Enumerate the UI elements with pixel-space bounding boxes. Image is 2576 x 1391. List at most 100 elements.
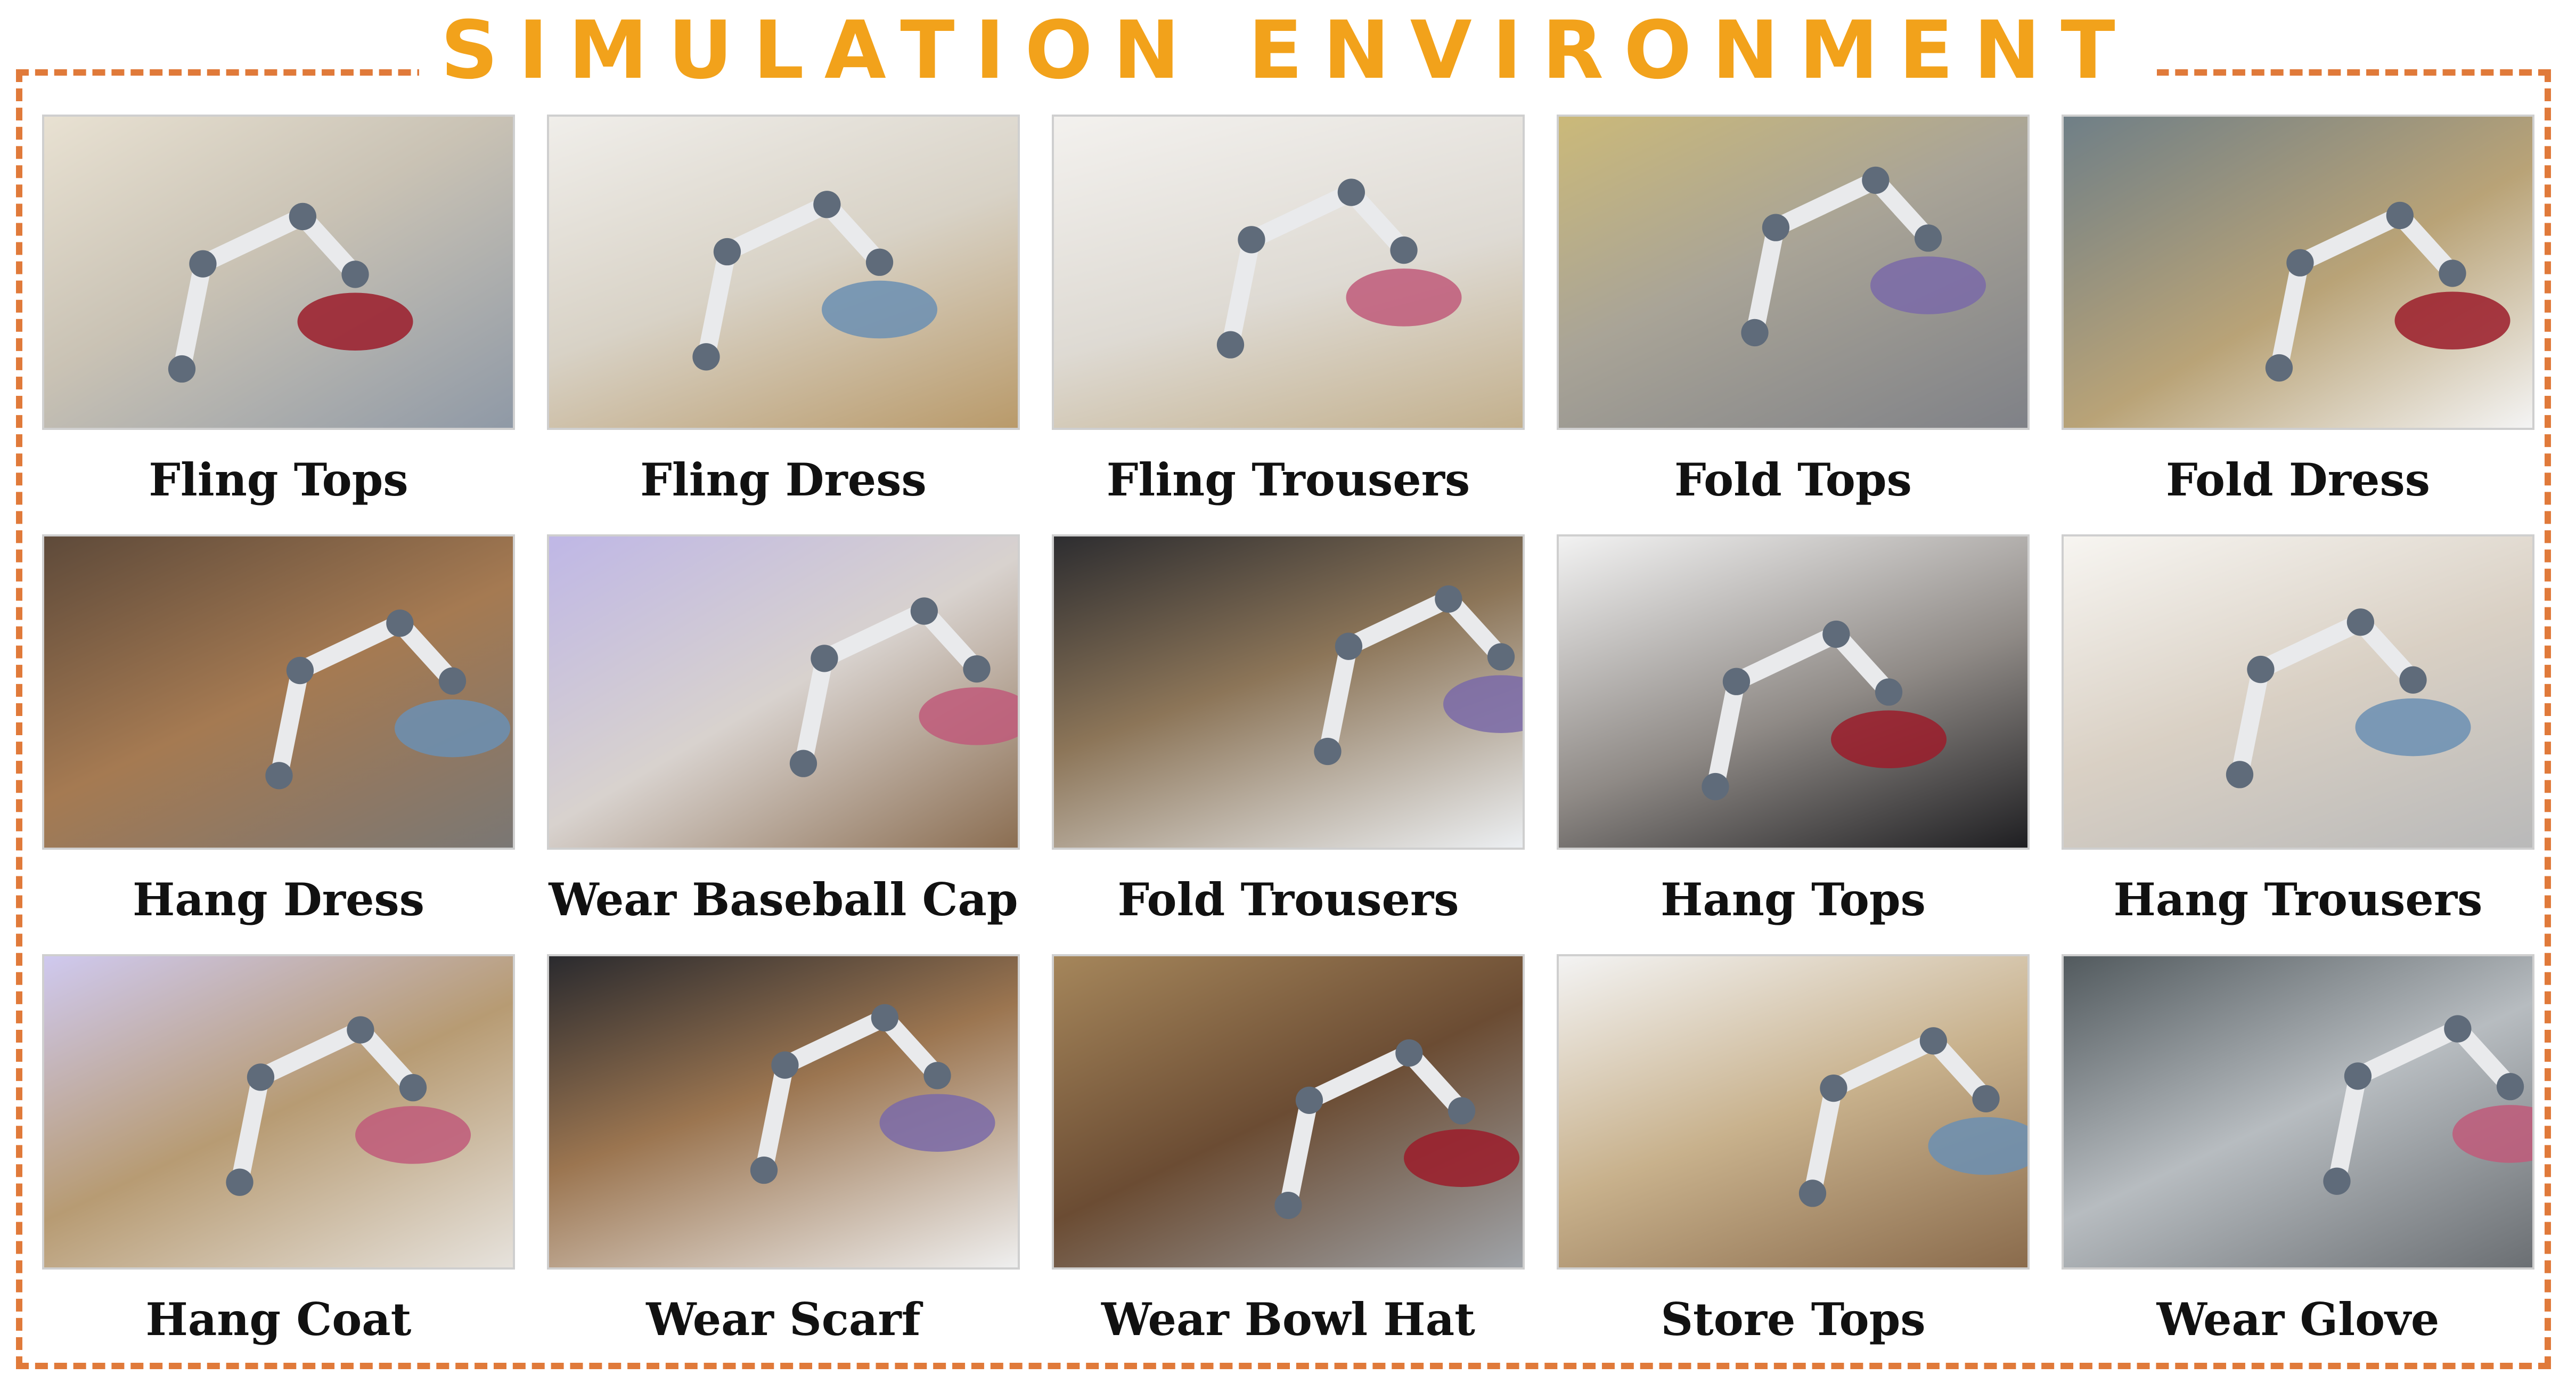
robot-arm-joint <box>1972 1085 2000 1112</box>
task-fold-dress: Fold Dress <box>2061 115 2535 525</box>
robot-arm-illustration <box>1798 1027 2027 1207</box>
robot-arm-joint <box>1762 214 1790 241</box>
robot-arm-link <box>755 1008 946 1179</box>
robot-arm-joint <box>1390 236 1418 264</box>
robot-arm-joint <box>1741 319 1769 347</box>
task-image <box>2062 954 2534 1270</box>
robot-arm-joint <box>1822 620 1850 648</box>
task-label: Fold Tops <box>1674 453 1912 506</box>
robot-arm-joint <box>386 609 414 637</box>
robot-arm-link <box>1279 1044 1471 1215</box>
task-image <box>42 115 515 430</box>
robot-arm-joint <box>811 645 838 672</box>
robot-arm-joint <box>2286 249 2314 276</box>
task-grid: Fling Tops Fling Dress Fling Trousers Fo… <box>42 115 2534 1356</box>
robot-arm-joint <box>438 667 467 695</box>
robot-arm-joint <box>2323 1167 2351 1195</box>
robot-arm-joint <box>865 248 894 276</box>
garment <box>1443 675 1523 733</box>
robot-arm-joint <box>1337 178 1365 206</box>
task-image <box>2062 115 2534 430</box>
robot-arm-joint <box>2439 259 2466 287</box>
page-title: SIMULATION ENVIRONMENT <box>0 4 2576 97</box>
robot-arm-illustration <box>1702 620 1947 801</box>
task-store-tops: Store Tops <box>1556 954 2030 1364</box>
garment <box>1928 1117 2027 1175</box>
task-image <box>1052 954 1525 1270</box>
robot-arm-joint <box>871 1004 899 1032</box>
robot-arm-joint <box>1820 1074 1847 1102</box>
robot-arm-illustration <box>1314 585 1523 766</box>
task-image <box>1557 954 2030 1270</box>
robot-arm-link <box>1221 183 1413 354</box>
robot-arm-joint <box>247 1063 275 1091</box>
robot-arm-joint <box>1335 632 1363 660</box>
task-label: Hang Coat <box>145 1293 412 1346</box>
robot-arm-joint <box>2496 1073 2524 1101</box>
robot-arm-illustration <box>226 1016 471 1196</box>
robot-arm-joint <box>2344 1062 2372 1090</box>
garment <box>919 687 1018 745</box>
task-image <box>42 534 515 850</box>
robot-arm-illustration <box>1274 1039 1520 1219</box>
task-image <box>1052 115 1525 430</box>
robot-arm-joint <box>923 1062 951 1089</box>
task-fling-dress: Fling Dress <box>546 115 1020 525</box>
robot-arm-joint <box>1875 678 1903 706</box>
robot-arm-joint <box>226 1168 253 1196</box>
task-image <box>42 954 515 1270</box>
garment <box>822 280 938 339</box>
robot-arm-joint <box>2265 354 2293 382</box>
robot-arm-link <box>1319 590 1510 761</box>
robot-arm-link <box>173 207 364 378</box>
garment <box>1404 1129 1520 1187</box>
task-image <box>1557 115 2030 430</box>
task-wear-bowl-hat: Wear Bowl Hat <box>1051 954 1525 1364</box>
task-hang-dress: Hang Dress <box>42 534 516 945</box>
garment <box>2355 698 2471 756</box>
robot-arm-joint <box>347 1016 374 1044</box>
robot-arm-joint <box>813 191 841 218</box>
robot-arm-joint <box>341 261 369 288</box>
robot-arm-illustration <box>2323 1015 2532 1195</box>
robot-arm-joint <box>2386 201 2414 230</box>
garment <box>1346 269 1462 327</box>
task-image <box>547 115 1020 430</box>
task-hang-coat: Hang Coat <box>42 954 516 1364</box>
robot-arm-link <box>1746 171 1937 342</box>
task-image <box>1052 534 1525 850</box>
robot-arm-joint <box>289 202 317 231</box>
robot-arm-joint <box>1274 1191 1302 1219</box>
robot-arm-joint <box>1435 585 1462 613</box>
task-label: Fling Dress <box>640 453 927 506</box>
task-label: Hang Dress <box>133 873 424 926</box>
task-label: Wear Bowl Hat <box>1101 1293 1475 1346</box>
task-label: Store Tops <box>1661 1293 1926 1346</box>
robot-arm-joint <box>1722 668 1751 695</box>
garment <box>879 1094 995 1152</box>
robot-arm-joint <box>963 655 991 683</box>
robot-arm-link <box>2230 613 2422 784</box>
garment <box>2394 291 2510 350</box>
task-image <box>1557 534 2030 850</box>
robot-arm-joint <box>2247 655 2275 684</box>
task-label: Wear Glove <box>2156 1293 2440 1346</box>
garment <box>297 292 413 351</box>
task-wear-baseball-cap: Wear Baseball Cap <box>546 534 1020 945</box>
robot-arm-link <box>697 195 889 366</box>
task-image <box>547 954 1020 1270</box>
robot-arm-illustration <box>692 191 938 371</box>
robot-arm-illustration <box>2265 201 2510 382</box>
robot-arm-joint <box>1914 224 1942 252</box>
task-label: Hang Trousers <box>2113 873 2483 926</box>
robot-arm-joint <box>189 250 217 278</box>
garment <box>395 699 511 758</box>
robot-arm-link <box>2270 206 2461 377</box>
garment <box>2452 1105 2532 1163</box>
task-fold-tops: Fold Tops <box>1556 115 2030 525</box>
garment <box>355 1106 471 1164</box>
robot-arm-joint <box>168 355 196 383</box>
robot-arm-link <box>2328 1020 2520 1190</box>
robot-arm-joint <box>789 750 817 777</box>
robot-arm-joint <box>2399 666 2427 694</box>
